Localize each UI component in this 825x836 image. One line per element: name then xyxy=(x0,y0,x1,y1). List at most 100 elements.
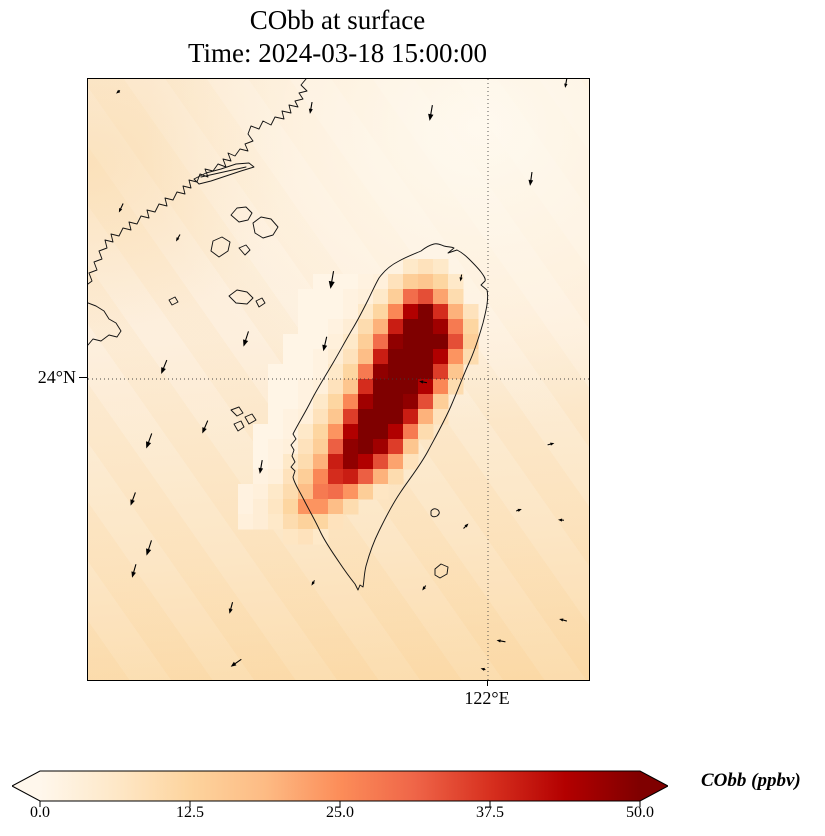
island-small-west xyxy=(168,296,179,306)
heatmap-cell xyxy=(268,409,284,425)
heatmap-cell xyxy=(418,364,434,380)
heatmap-cell xyxy=(313,484,329,500)
heatmap-cell xyxy=(253,499,269,515)
heatmap-cell xyxy=(343,319,359,335)
heatmap-cell xyxy=(343,409,359,425)
heatmap-cell xyxy=(268,484,284,500)
wind-arrow xyxy=(559,618,568,622)
island-penghu-1 xyxy=(230,406,244,417)
heatmap-cell xyxy=(328,349,344,365)
wind-arrow xyxy=(496,639,506,643)
heatmap-cell xyxy=(343,379,359,395)
heatmap-cell xyxy=(328,394,344,410)
heatmap-cell xyxy=(253,454,269,470)
heatmap-cell xyxy=(313,349,329,365)
heatmap-cell xyxy=(313,454,329,470)
heatmap-cell xyxy=(298,409,314,425)
heatmap-cell xyxy=(358,484,374,500)
heatmap-cell xyxy=(388,424,404,440)
island-cluster-1 xyxy=(230,206,253,223)
heatmap-cell xyxy=(283,394,299,410)
heatmap-cell xyxy=(358,289,374,305)
heatmap-cell xyxy=(283,424,299,440)
heatmap-cell xyxy=(358,349,374,365)
heatmap-cell xyxy=(388,469,404,485)
heatmap-cell xyxy=(373,334,389,350)
heatmap-cell xyxy=(358,364,374,380)
island-sliver xyxy=(193,162,255,185)
heatmap-cell xyxy=(403,259,419,275)
heatmap-cell xyxy=(298,469,314,485)
heatmap-cell xyxy=(253,439,269,455)
wind-arrow xyxy=(463,523,469,529)
heatmap-cell xyxy=(313,289,329,305)
heatmap-cell xyxy=(298,439,314,455)
island-ludao xyxy=(430,508,440,518)
heatmap-cell xyxy=(388,289,404,305)
heatmap-cell xyxy=(388,274,404,290)
heatmap-cell xyxy=(433,259,449,275)
heatmap-cell xyxy=(238,514,254,530)
heatmap-cell xyxy=(283,529,299,545)
heatmap-cell xyxy=(448,304,464,320)
wind-arrow xyxy=(146,540,152,556)
heatmap-cell xyxy=(343,439,359,455)
heatmap-cell xyxy=(388,334,404,350)
heatmap-cell xyxy=(448,379,464,395)
heatmap-cell xyxy=(373,439,389,455)
heatmap-cell xyxy=(328,409,344,425)
heatmap-cell xyxy=(313,304,329,320)
heatmap-cell xyxy=(298,454,314,470)
wind-arrow xyxy=(308,101,313,114)
colorbar-tick-label: 12.5 xyxy=(176,804,204,821)
coastline-taiwan xyxy=(290,243,489,591)
heatmap-cell xyxy=(313,319,329,335)
wind-arrow xyxy=(528,171,534,186)
heatmap-cell xyxy=(388,379,404,395)
heatmap-cell xyxy=(268,469,284,485)
heatmap-cell xyxy=(358,394,374,410)
heatmap-cell xyxy=(433,274,449,290)
heatmap-cell xyxy=(403,409,419,425)
heatmap-cell xyxy=(373,394,389,410)
island-sliver-inner xyxy=(200,166,247,178)
heatmap-cell xyxy=(373,484,389,500)
heatmap-cell xyxy=(343,469,359,485)
wind-arrow xyxy=(176,234,181,242)
heatmap-cell xyxy=(298,319,314,335)
heatmap-cell xyxy=(463,334,479,350)
heatmap-cell xyxy=(388,409,404,425)
heatmap-cell xyxy=(328,304,344,320)
heatmap-cell xyxy=(418,334,434,350)
wind-arrow xyxy=(480,667,486,671)
heatmap-cell xyxy=(433,379,449,395)
heatmap-cell xyxy=(298,289,314,305)
heatmap-cell xyxy=(433,394,449,410)
colorbar-tick-label: 37.5 xyxy=(476,804,504,821)
heatmap-cell xyxy=(253,424,269,440)
heatmap-cell xyxy=(283,379,299,395)
wind-arrow xyxy=(558,518,565,522)
heatmap-cell xyxy=(448,274,464,290)
heatmap-cell xyxy=(388,364,404,380)
heatmap-cell xyxy=(298,499,314,515)
heatmap-cell xyxy=(313,364,329,380)
heatmap-layer xyxy=(238,259,479,545)
map-plot-area xyxy=(88,79,589,680)
heatmap-cell xyxy=(373,379,389,395)
heatmap-cell xyxy=(298,484,314,500)
heatmap-cell xyxy=(433,349,449,365)
heatmap-cell xyxy=(283,469,299,485)
heatmap-cell xyxy=(448,319,464,335)
heatmap-cell xyxy=(313,409,329,425)
heatmap-cell xyxy=(328,334,344,350)
heatmap-cell xyxy=(343,304,359,320)
heatmap-cell xyxy=(298,334,314,350)
coastline-mainland-south xyxy=(88,302,122,346)
heatmap-cell xyxy=(283,514,299,530)
map-axes xyxy=(87,78,590,681)
heatmap-cell xyxy=(328,439,344,455)
heatmap-cell xyxy=(448,289,464,305)
heatmap-cell xyxy=(403,304,419,320)
heatmap-cell xyxy=(403,439,419,455)
